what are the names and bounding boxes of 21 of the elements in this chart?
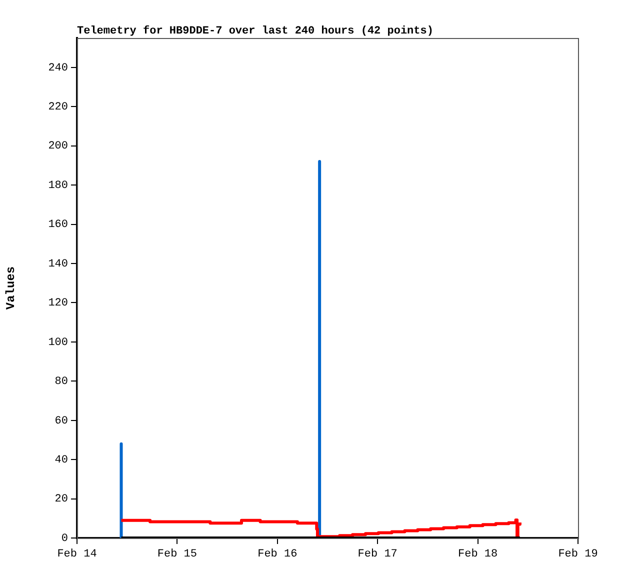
y-tick-label: 60	[54, 415, 68, 428]
chart-title: Telemetry for HB9DDE-7 over last 240 hours (42 points)	[77, 24, 434, 38]
y-tick-label: 200	[48, 140, 68, 153]
y-axis-title: Values	[4, 266, 18, 310]
y-tick-label: 120	[48, 298, 68, 310]
x-tick-label: Feb 16	[258, 548, 298, 561]
x-tick-label: Feb 15	[157, 548, 198, 561]
y-tick-label: 40	[54, 454, 68, 466]
y-tick-label: 160	[48, 219, 68, 232]
y-tick-label: 80	[54, 376, 68, 388]
x-tick-label: Feb 19	[558, 548, 598, 561]
y-tick-label: 180	[48, 180, 68, 192]
y-tick-label: 220	[48, 102, 68, 114]
x-tick-label: Feb 14	[57, 548, 98, 561]
y-tick-label: 100	[48, 336, 68, 349]
x-tick-label: Feb 17	[358, 548, 398, 561]
y-tick-label: 20	[54, 494, 68, 506]
x-tick-label: Feb 18	[458, 548, 498, 561]
y-tick-label: 240	[48, 62, 68, 74]
y-tick-label: 140	[48, 258, 68, 270]
y-tick-label: 0	[61, 532, 68, 545]
